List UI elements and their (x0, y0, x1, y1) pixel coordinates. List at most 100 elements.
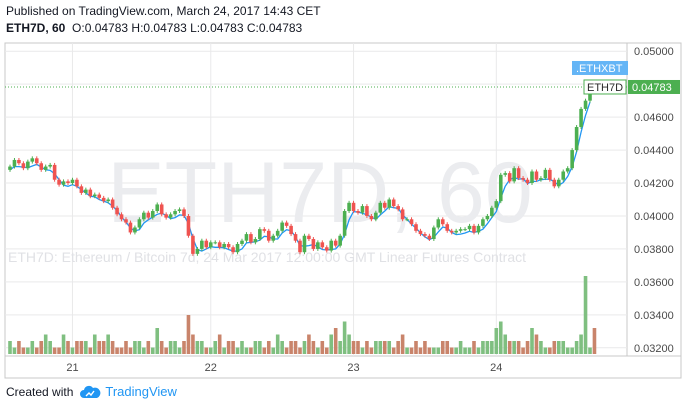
volume-bar (320, 341, 325, 354)
volume-bar (302, 341, 307, 354)
volume-bar (543, 347, 548, 354)
time-tick-label: 21 (66, 362, 78, 374)
volume-bar (115, 347, 119, 354)
watermark: ETH7D, 60 (107, 145, 532, 241)
candle-body (472, 225, 476, 233)
candle-body (195, 248, 200, 254)
candle-body (409, 219, 414, 225)
volume-bar (476, 347, 481, 354)
candle-body (289, 225, 293, 235)
volume-bar (222, 347, 226, 354)
volume-bar (88, 347, 93, 354)
candle-body (88, 189, 93, 197)
candle-body (57, 179, 61, 185)
candle-body (396, 206, 400, 210)
volume-bar (347, 334, 351, 354)
candle-body (17, 159, 21, 164)
price-tick-label: 0.04600 (634, 112, 674, 124)
tradingview-link[interactable]: TradingView (79, 384, 177, 399)
candle-body (418, 230, 423, 235)
volume-bar (507, 341, 512, 354)
candle-body (173, 211, 177, 215)
volume-bar (200, 341, 204, 354)
candle-body (231, 247, 235, 253)
volume-bar (182, 341, 186, 354)
volume-bar (556, 341, 561, 354)
candle-body (543, 169, 548, 179)
candle-body (548, 169, 552, 180)
candle-body (155, 204, 160, 212)
candle-body (436, 219, 441, 228)
candle-body (561, 171, 566, 180)
candle-body (440, 219, 445, 225)
candle-body (275, 230, 280, 236)
candle-body (61, 181, 66, 185)
volume-bar (490, 341, 494, 354)
volume-bar (574, 341, 579, 354)
volume-bar (52, 347, 57, 354)
volume-bar (48, 341, 52, 354)
volume-bar (173, 341, 177, 354)
candle-body (481, 219, 485, 226)
volume-bar (539, 341, 543, 354)
candle-body (458, 229, 463, 231)
candle-body (115, 207, 119, 215)
candle-body (324, 247, 329, 251)
candle-body (249, 234, 253, 243)
volume-bar (137, 341, 142, 354)
volume-bar (142, 347, 146, 354)
candle-body (217, 242, 222, 248)
volume-bar (324, 347, 329, 354)
candle-body (400, 209, 405, 220)
volume-bar (75, 341, 79, 354)
price-tick-label: 0.03800 (634, 244, 674, 256)
ohlc-values: O:0.04783 H:0.04783 L:0.04783 C:0.04783 (72, 21, 303, 35)
eth7d-label-box (583, 79, 627, 95)
volume-bar (177, 347, 182, 354)
candle-body (222, 243, 226, 248)
volume-bar (521, 347, 525, 354)
volume-bar (316, 347, 320, 354)
volume-bar (333, 328, 338, 354)
volume-bar (244, 347, 249, 354)
volume-bar (258, 341, 262, 354)
volume-bar (467, 347, 472, 354)
volume-bar (440, 341, 445, 354)
volume-bar (481, 341, 485, 354)
volume-bar (17, 341, 21, 354)
candle-body (213, 242, 218, 244)
candle-body (26, 161, 30, 169)
volume-bar (208, 347, 213, 354)
candle-body (521, 178, 525, 180)
volume-bar (583, 276, 588, 354)
candle-body (106, 199, 110, 202)
volume-bar (191, 334, 195, 354)
candle-body (52, 164, 57, 180)
candle-body (525, 179, 530, 184)
candle-body (133, 227, 137, 233)
volume-bar (472, 341, 476, 354)
volume-bar (356, 341, 360, 354)
price-tick-label: 0.03400 (634, 310, 674, 322)
published-info: Published on TradingView.com, March 24, … (6, 4, 321, 18)
volume-bar (253, 341, 258, 354)
candle-body (432, 227, 436, 240)
candle-body (311, 239, 316, 249)
volume-bar (150, 347, 155, 354)
volume-bar (12, 347, 17, 354)
candle-body (329, 240, 334, 251)
candle-body (164, 214, 168, 218)
candle-body (75, 179, 79, 187)
volume-bar (436, 347, 441, 354)
price-tick-label: 0.05000 (634, 46, 674, 58)
volume-bar (405, 347, 409, 354)
volume-bar (21, 347, 26, 354)
candle-body (66, 181, 70, 184)
candle-body (84, 189, 88, 193)
volume-bar (8, 341, 12, 354)
time-tick-label: 23 (347, 362, 359, 374)
volume-bar (552, 341, 557, 354)
candle-body (21, 163, 26, 169)
volume-bar (338, 341, 342, 354)
